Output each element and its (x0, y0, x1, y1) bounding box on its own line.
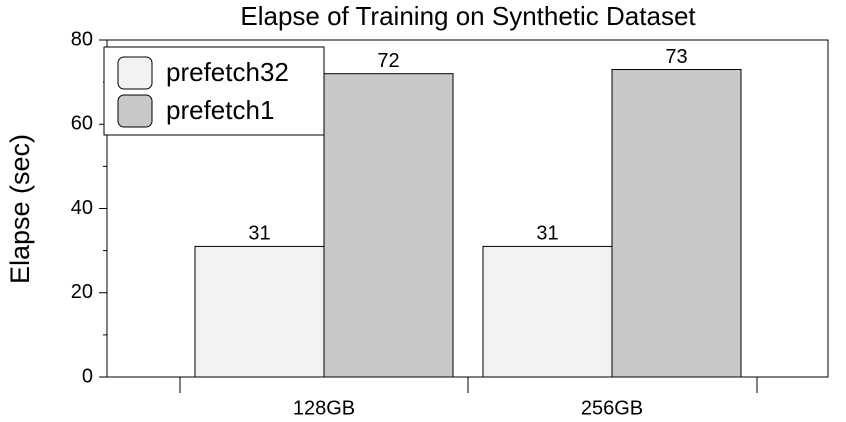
chart-title: Elapse of Training on Synthetic Dataset (240, 1, 696, 31)
data-label: 72 (377, 50, 399, 72)
data-label: 31 (248, 223, 270, 245)
y-tick-label: 20 (71, 281, 93, 303)
x-tick-label: 256GB (581, 397, 643, 419)
legend-label: prefetch32 (166, 57, 289, 87)
y-axis-label: Elapse (sec) (5, 134, 35, 284)
legend-swatch (117, 56, 153, 90)
y-tick-label: 60 (71, 113, 93, 135)
legend-label: prefetch1 (166, 95, 274, 125)
y-tick-label: 80 (71, 28, 93, 50)
legend-swatch (117, 94, 153, 128)
x-axis-ticks (179, 377, 758, 393)
bar (323, 73, 454, 378)
bar (194, 245, 325, 378)
bar (482, 245, 613, 378)
data-label: 73 (665, 46, 687, 68)
y-tick-label: 40 (71, 197, 93, 219)
data-label: 31 (536, 223, 558, 245)
y-tick-label: 0 (82, 365, 93, 387)
x-tick-label: 128GB (293, 397, 355, 419)
bar (611, 68, 742, 378)
